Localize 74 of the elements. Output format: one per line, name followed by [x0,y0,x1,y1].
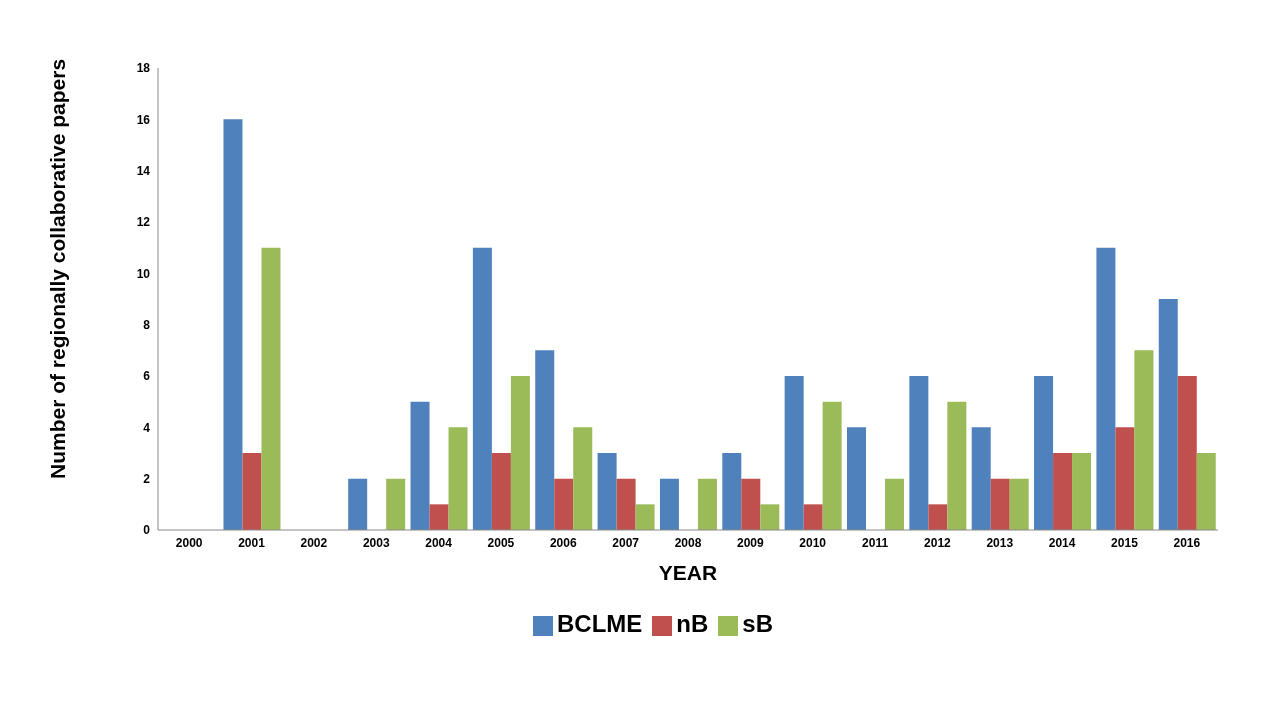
bar [847,427,866,530]
x-tick-label: 2015 [1111,535,1139,550]
bar [741,478,761,530]
bar [784,376,804,530]
x-axis-title: YEAR [658,561,718,584]
bar [472,247,492,530]
x-tick-label: 2006 [549,535,577,550]
y-tick-label: 14 [136,163,151,178]
bar [448,427,468,530]
bar [928,504,948,530]
x-tick-label: 2011 [862,535,889,550]
x-tick-label: 2005 [487,535,515,550]
bar [1177,376,1197,530]
bar [242,453,262,530]
x-tick-label: 2012 [924,535,952,550]
y-tick-label: 10 [136,266,151,281]
bar [1072,453,1092,530]
bar [348,478,368,530]
legend-label: sB [742,610,773,637]
bar [971,427,991,530]
bar [535,350,555,530]
x-tick-label: 2004 [425,535,453,550]
y-tick-label: 6 [143,369,151,384]
bar [1009,478,1029,530]
y-tick-label: 4 [143,420,151,435]
bar [885,478,904,530]
bar [1158,299,1178,530]
x-tick-label: 2008 [674,535,702,550]
x-tick-label: 2007 [612,535,640,550]
bar [697,478,717,530]
bar [659,478,679,530]
bar [510,376,530,530]
bar [947,401,967,530]
y-tick-label: 2 [143,471,151,486]
x-tick-label: 2016 [1173,535,1201,550]
x-tick-label: 2014 [1048,535,1076,550]
legend-label: nB [676,610,709,637]
y-tick-label: 0 [143,523,151,538]
bar [597,453,617,530]
bar [554,478,574,530]
x-tick-label: 2013 [986,535,1014,550]
y-axis-title: Number of regionally collaborative papers [46,58,70,479]
bar [990,478,1010,530]
bar [410,401,430,530]
y-tick-label: 12 [136,215,151,230]
bar [223,119,243,530]
y-tick-label: 18 [136,61,151,76]
y-tick-label: 16 [136,112,151,127]
x-tick-label: 2010 [799,535,827,550]
bar [803,504,823,530]
x-tick-label: 2009 [737,535,765,550]
y-tick-label: 8 [143,317,151,332]
bar [429,504,449,530]
bar [573,427,593,530]
bar [822,401,842,530]
bar [491,453,511,530]
bar [722,453,742,530]
bar [1053,453,1073,530]
x-tick-label: 2002 [300,535,328,550]
bar [386,478,406,530]
bar [616,478,636,530]
bar [1034,376,1054,530]
bar [1196,453,1216,530]
bar [1134,350,1154,530]
x-tick-label: 2000 [175,535,203,550]
x-tick-label: 2003 [362,535,390,550]
bar [261,247,281,530]
x-tick-label: 2001 [238,535,266,550]
bar [635,504,655,530]
bar [909,376,929,530]
bar [760,504,780,530]
bar [1096,247,1116,530]
legend-label: BCLME [556,610,643,637]
bar [1115,427,1135,530]
